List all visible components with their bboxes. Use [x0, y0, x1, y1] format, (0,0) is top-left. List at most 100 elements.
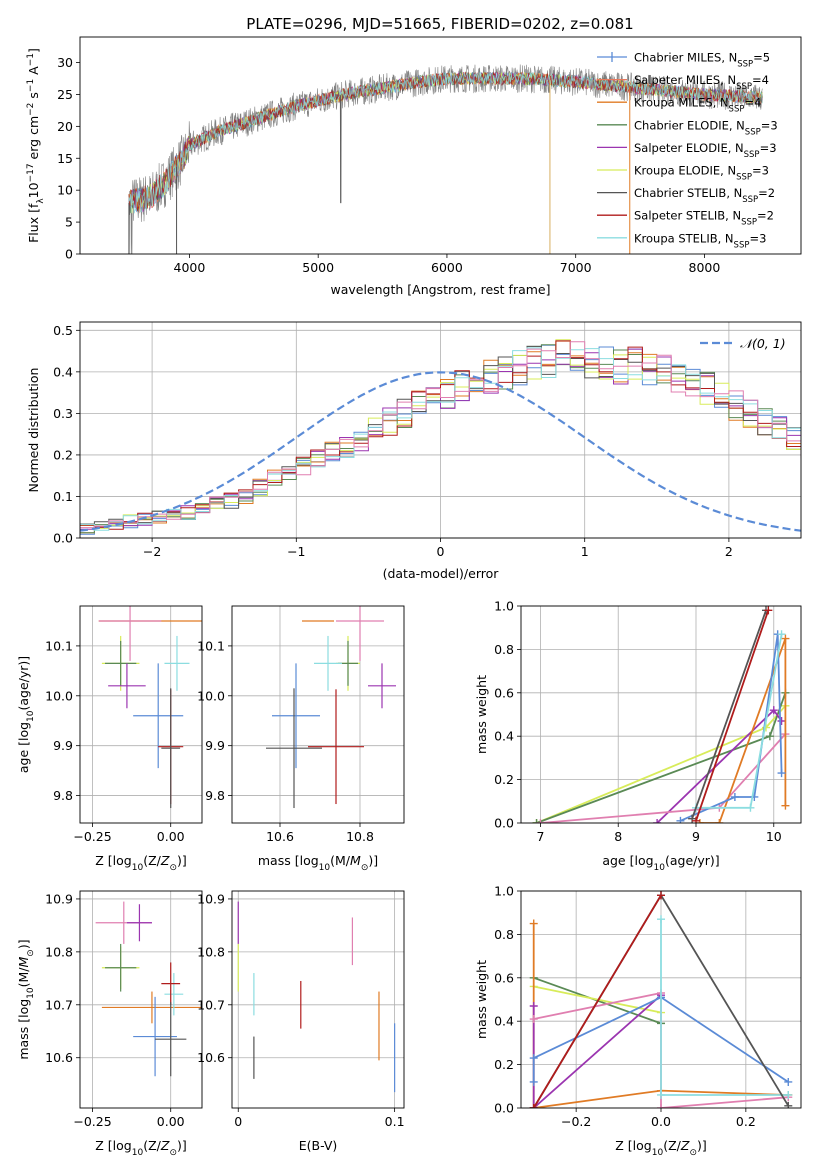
histogram-step-line	[80, 341, 801, 529]
y-tick-label: 10.6	[45, 1050, 73, 1065]
weight-series	[529, 891, 793, 1108]
x-tick-label: 9	[692, 829, 700, 844]
y-axis-label: Flux [fλ10−17 erg cm−2 s−1 A−1]	[26, 48, 46, 243]
weight-marker	[692, 816, 700, 823]
legend-label: Kroupa MILES, NSSP=4	[634, 96, 761, 115]
weight-marker	[657, 891, 665, 900]
weight-marker	[715, 819, 724, 823]
x-tick-label: 0	[234, 1114, 242, 1129]
weight-marker	[529, 1104, 538, 1108]
histogram-series	[80, 339, 801, 535]
y-tick-label: 0.6	[494, 970, 514, 985]
y-tick-label: 9.9	[53, 738, 73, 753]
x-tick-label: 1	[581, 544, 589, 559]
y-tick-label: 0.2	[494, 1057, 514, 1072]
weight-line	[536, 692, 787, 823]
panel-age-vs-metallicity: −0.25 0.00 9.8 9.9 10.0 10.1 Z [log10(Z/Z⊙)] ag…	[16, 605, 203, 873]
y-tick-label: 0.0	[494, 816, 514, 831]
x-axis-label: Z [log10(Z/Z⊙)]	[95, 1138, 187, 1158]
y-tick-label: 0.8	[494, 642, 514, 657]
x-tick-label: −2	[143, 544, 161, 559]
y-tick-label: 10.9	[45, 891, 73, 906]
y-tick-label: 9.8	[53, 788, 73, 803]
panel-age-vs-mass: 10.6 10.8 9.8 9.9 10.0 10.1 mass [log10(M/M⊙)]	[197, 605, 405, 873]
errorbar-points	[95, 901, 202, 1077]
weight-line	[532, 994, 662, 1108]
x-tick-label: −0.25	[73, 1114, 111, 1129]
gaussian-curve	[80, 371, 801, 532]
legend-label: Chabrier STELIB, NSSP=2	[634, 186, 775, 205]
y-tick-label: 10.8	[45, 944, 73, 959]
weight-marker	[529, 1015, 538, 1024]
y-tick-label: 0.0	[53, 531, 73, 546]
y-tick-label: 10.7	[45, 997, 73, 1012]
x-tick-label: 5000	[302, 260, 334, 275]
spectrum-lines	[128, 64, 763, 254]
panel-residual-histogram: −2 −1 0 1 2 0.0 0.1 0.2 0.3 0.4 0.5 (data-model)/er…	[26, 321, 802, 581]
y-tick-label: 20	[57, 119, 73, 134]
legend: Chabrier MILES, NSSP=5 Salpeter MILES, NS…	[597, 51, 778, 250]
y-tick-label: 0.5	[53, 323, 73, 338]
weight-marker	[784, 1101, 793, 1108]
y-tick-label: 1.0	[494, 599, 514, 614]
x-axis-label: E(B-V)	[299, 1138, 338, 1153]
y-tick-label: 10.9	[197, 891, 225, 906]
histogram-step-line	[80, 344, 801, 535]
y-tick-label: 10.1	[45, 638, 73, 653]
y-tick-label: 9.8	[205, 788, 225, 803]
weight-marker	[532, 819, 541, 823]
panel-spectrum: 4000 5000 6000 7000 8000 0 5 10 15 20 25 30 waveleng…	[26, 36, 802, 297]
legend-label: 𝒩(0, 1)	[740, 336, 786, 351]
histogram-step-line	[80, 344, 801, 534]
errorbar-points	[237, 901, 396, 1093]
weight-marker	[746, 803, 755, 812]
legend-label: Salpeter MILES, NSSP=4	[634, 73, 769, 92]
x-axis-label: wavelength [Angstrom, rest frame]	[330, 282, 550, 297]
legend-label: Kroupa ELODIE, NSSP=3	[634, 164, 769, 183]
y-tick-label: 15	[57, 151, 73, 166]
weight-line	[540, 733, 787, 823]
y-axis-label: mass [log10(M/M⊙)]	[16, 939, 36, 1059]
x-tick-label: 0.00	[157, 1114, 185, 1129]
figure-title: PLATE=0296, MJD=51665, FIBERID=0202, z=0…	[246, 15, 633, 33]
axes-frame	[520, 890, 802, 1109]
weight-marker	[777, 630, 786, 639]
x-tick-label: −0.2	[561, 1114, 591, 1129]
histogram-step-line	[80, 345, 801, 525]
y-tick-label: 0.2	[53, 447, 73, 462]
y-tick-label: 10.0	[45, 688, 73, 703]
panel-weight-vs-age: 7 8 9 10 0.0 0.2 0.4 0.6 0.8 1.0 age [log10(age/yr…	[474, 599, 802, 873]
panel-mass-vs-ebv: 0 0.1 10.6 10.7 10.8 10.9 E(B-V)	[197, 890, 405, 1153]
weight-marker	[730, 792, 739, 801]
y-tick-label: 10.0	[197, 688, 225, 703]
histogram-step-line	[80, 339, 801, 529]
weight-line	[533, 985, 662, 1014]
x-tick-label: −0.25	[73, 829, 111, 844]
axes-frame	[79, 890, 203, 1109]
y-tick-label: 1.0	[494, 884, 514, 899]
x-axis-label: mass [log10(M/M⊙)]	[258, 853, 378, 873]
weight-line	[532, 996, 789, 1083]
weight-marker	[676, 816, 685, 823]
y-tick-label: 0.6	[494, 685, 514, 700]
x-tick-label: 7000	[560, 260, 592, 275]
legend-label: Salpeter STELIB, NSSP=2	[634, 209, 774, 228]
y-tick-label: 30	[57, 55, 73, 70]
weight-marker	[529, 1054, 538, 1063]
weight-line	[695, 610, 770, 822]
weight-marker	[769, 706, 778, 715]
y-tick-label: 0.2	[494, 772, 514, 787]
y-tick-label: 0.4	[494, 1014, 514, 1029]
x-tick-label: 2	[725, 544, 733, 559]
y-axis-label: mass weight	[474, 675, 489, 754]
weight-marker	[653, 819, 662, 823]
y-tick-label: 0.0	[494, 1101, 514, 1116]
legend-label: Chabrier ELODIE, NSSP=3	[634, 118, 778, 137]
weight-marker	[764, 606, 773, 615]
axes-frame	[520, 605, 802, 824]
weight-marker	[765, 732, 774, 741]
legend-label: Kroupa STELIB, NSSP=3	[634, 231, 766, 250]
errorbar-points	[266, 606, 396, 809]
x-axis-label: (data-model)/error	[383, 566, 500, 581]
